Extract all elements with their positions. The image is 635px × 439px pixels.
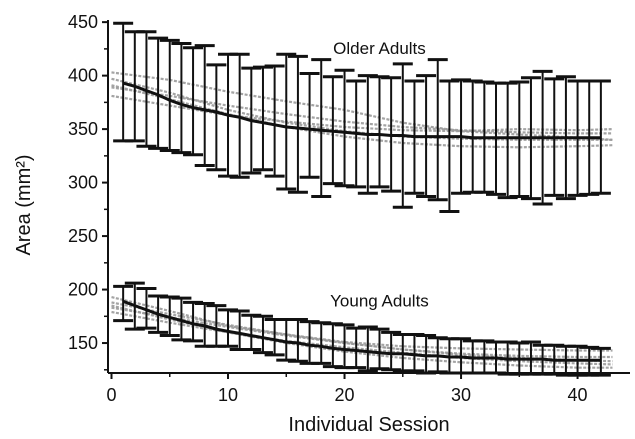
x-axis-title: Individual Session bbox=[288, 414, 449, 436]
x-tick-label: 40 bbox=[568, 385, 588, 405]
y-tick-label: 150 bbox=[68, 333, 98, 353]
individual-trace bbox=[111, 71, 613, 141]
axes-layer bbox=[107, 20, 630, 374]
ticks-layer: 0 10 20 30 40 150 200 250 300 350 400 450 bbox=[68, 12, 588, 405]
individual-trace bbox=[111, 94, 613, 133]
mean-fit-curve bbox=[122, 81, 601, 140]
y-tick-label: 200 bbox=[68, 280, 98, 300]
y-tick-label: 250 bbox=[68, 226, 98, 246]
mean-fit-layer bbox=[122, 81, 601, 362]
individual-trace bbox=[111, 84, 613, 149]
individual-traces-layer bbox=[111, 71, 613, 369]
y-tick-label: 450 bbox=[68, 12, 98, 32]
individual-trace bbox=[111, 301, 613, 359]
individual-trace bbox=[111, 77, 613, 141]
young-adults-label: Young Adults bbox=[330, 292, 429, 311]
individual-trace bbox=[111, 86, 613, 135]
x-tick-label: 30 bbox=[451, 385, 471, 405]
older-adults-label: Older Adults bbox=[333, 39, 426, 58]
x-tick-label: 20 bbox=[335, 385, 355, 405]
x-tick-label: 10 bbox=[218, 385, 238, 405]
individual-trace bbox=[111, 304, 613, 369]
y-tick-label: 350 bbox=[68, 119, 98, 139]
y-tick-label: 300 bbox=[68, 173, 98, 193]
x-tick-label: 0 bbox=[106, 385, 116, 405]
individual-trace bbox=[111, 296, 613, 352]
mean-fit-curve bbox=[122, 299, 601, 362]
error-bars-layer bbox=[113, 21, 611, 377]
y-tick-label: 400 bbox=[68, 66, 98, 86]
y-axis-title: Area (mm²) bbox=[13, 154, 35, 255]
